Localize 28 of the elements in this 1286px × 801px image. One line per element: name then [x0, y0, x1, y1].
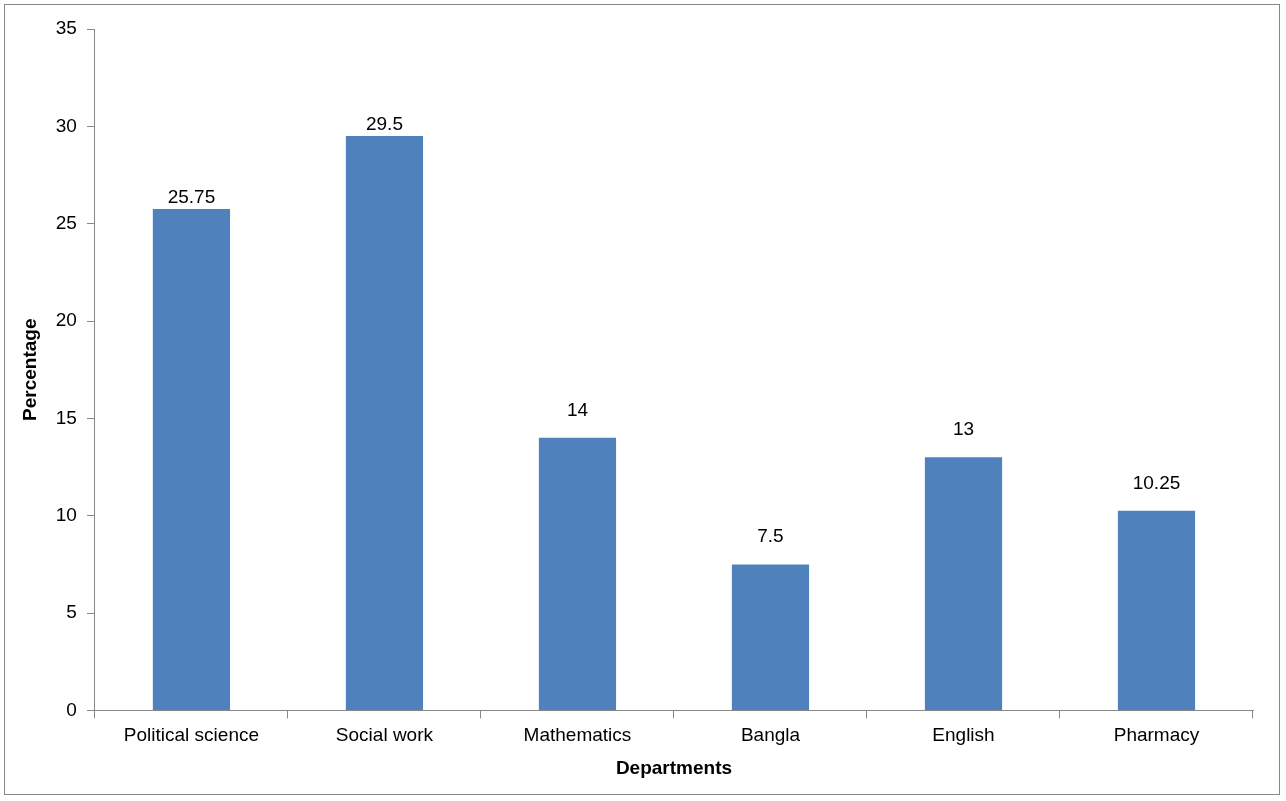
bar [924, 457, 1003, 710]
data-label: 14 [566, 398, 589, 420]
bar [152, 209, 231, 710]
x-tick-label: Mathematics [523, 724, 632, 746]
y-tick-label: 30 [55, 114, 77, 136]
bar [345, 136, 424, 710]
bar [731, 564, 810, 710]
data-label: 7.5 [757, 525, 784, 547]
x-tick-label: Social work [335, 724, 434, 746]
y-axis-title: Percentage [18, 318, 40, 421]
data-label: 13 [952, 418, 975, 440]
x-tick-label: Pharmacy [1113, 724, 1200, 746]
data-label: 10.25 [1132, 471, 1181, 493]
y-tick-label: 0 [66, 698, 77, 720]
y-tick-label: 35 [55, 17, 77, 39]
x-tick-label: Bangla [740, 724, 801, 746]
y-tick-label: 5 [66, 601, 77, 623]
bar [1117, 510, 1196, 710]
x-tick-label: English [932, 724, 995, 746]
y-tick-label: 10 [55, 503, 77, 525]
y-tick-label: 25 [55, 211, 77, 233]
y-tick-label: 15 [55, 406, 77, 428]
data-label: 29.5 [365, 112, 403, 134]
y-tick-label: 20 [55, 309, 77, 331]
x-axis-title: Departments [615, 756, 733, 778]
data-label: 25.75 [167, 185, 216, 207]
bar [538, 437, 617, 710]
x-tick-label: Political science [123, 724, 260, 746]
